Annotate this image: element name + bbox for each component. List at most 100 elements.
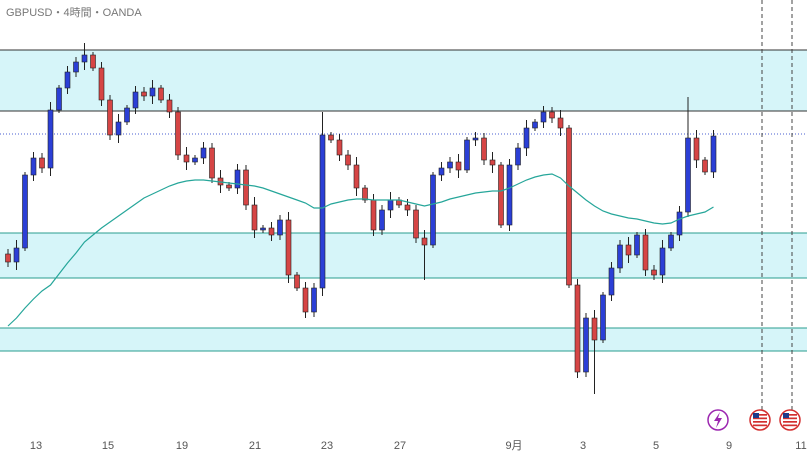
x-tick-label: 5: [653, 440, 659, 452]
candle-body: [149, 87, 156, 97]
candle-body: [336, 139, 343, 156]
candle-body: [73, 61, 79, 73]
flag-canton: [783, 413, 789, 418]
candle-body: [659, 247, 666, 276]
candle-body: [124, 107, 130, 123]
candle-body: [183, 154, 190, 163]
candle-body: [175, 111, 181, 156]
candle-body: [651, 269, 657, 276]
candle-body: [47, 109, 54, 169]
candle-body: [158, 87, 164, 101]
candle-body: [685, 137, 691, 213]
candle-body: [166, 99, 173, 113]
candle-body: [115, 121, 122, 136]
x-tick-label: 21: [249, 440, 261, 452]
candle-body: [591, 317, 598, 341]
candle-body: [345, 154, 351, 166]
candle-body: [362, 187, 368, 201]
candle-body: [260, 227, 266, 231]
flag-stripe: [753, 414, 767, 416]
candle-body: [285, 219, 292, 276]
candle-body: [90, 54, 96, 69]
candle-body: [489, 159, 496, 166]
candle-body: [617, 244, 623, 269]
flag-stripe: [753, 421, 767, 423]
x-tick-label: 9月: [505, 440, 522, 452]
candle-body: [676, 211, 683, 236]
flag-icon: [749, 409, 771, 431]
x-tick-label: 23: [321, 440, 333, 452]
x-tick-label: 13: [30, 440, 42, 452]
candle-body: [243, 169, 249, 206]
candle-body: [702, 159, 708, 173]
candle-body: [226, 184, 232, 189]
candle-body: [294, 274, 300, 289]
zone: [0, 233, 807, 278]
flag-stripe: [783, 417, 797, 420]
candle-body: [438, 167, 445, 176]
candle-body: [642, 234, 649, 271]
x-tick-label: 15: [102, 440, 114, 452]
candle-body: [319, 134, 326, 289]
flag-stripe: [783, 414, 797, 416]
candle-body: [302, 287, 309, 313]
candle-body: [64, 71, 71, 89]
candle-body: [557, 117, 564, 129]
candle-body: [81, 54, 88, 63]
moving-average: [7, 173, 714, 327]
event-icon: [707, 409, 729, 431]
candle-body: [464, 139, 470, 171]
flag-stripe: [783, 421, 797, 423]
candle-body: [132, 91, 139, 109]
candle-body: [540, 111, 547, 123]
candle-body: [277, 219, 283, 236]
candle-body: [523, 127, 530, 149]
candle-body: [472, 137, 479, 141]
x-tick-label: 19: [176, 440, 188, 452]
candle-body: [430, 174, 436, 246]
candle-body: [515, 147, 521, 166]
candle-body: [22, 174, 28, 249]
candle-body: [447, 161, 453, 169]
zone: [0, 328, 807, 351]
candle-body: [379, 209, 385, 231]
candle-body: [141, 91, 147, 97]
x-tick-label: 9: [726, 440, 732, 452]
candle-body: [30, 157, 37, 176]
candle-body: [421, 237, 428, 246]
candle-body: [328, 134, 334, 141]
candle-body: [5, 253, 11, 263]
candle-body: [107, 99, 113, 136]
zone: [0, 50, 807, 111]
candle-body: [455, 161, 462, 171]
candle-body: [566, 127, 572, 286]
candle-body: [13, 247, 20, 263]
candle-body: [404, 204, 411, 211]
candle-body: [234, 169, 241, 189]
x-tick-label: 27: [394, 440, 406, 452]
candle-body: [583, 317, 589, 373]
flag-canton: [753, 413, 759, 418]
candle-body: [549, 111, 555, 119]
candle-body: [413, 209, 419, 239]
x-tick-label: 3: [580, 440, 586, 452]
candle-body: [481, 137, 487, 161]
candle-body: [209, 147, 215, 179]
candle-body: [634, 234, 640, 256]
candle-body: [56, 87, 62, 111]
candle-body: [600, 294, 606, 341]
candle-body: [353, 164, 360, 189]
candle-body: [251, 204, 258, 231]
flag-icon: [779, 409, 801, 431]
candle-body: [39, 157, 45, 169]
candle-body: [370, 199, 377, 231]
candle-body: [192, 157, 198, 163]
candle-body: [268, 227, 275, 236]
candle-body: [498, 164, 504, 226]
flag-stripe: [753, 424, 767, 427]
candle-body: [693, 137, 700, 161]
flag-stripe: [753, 417, 767, 420]
candle-body: [625, 244, 632, 256]
candle-body: [311, 287, 317, 313]
candle-body: [608, 267, 615, 296]
